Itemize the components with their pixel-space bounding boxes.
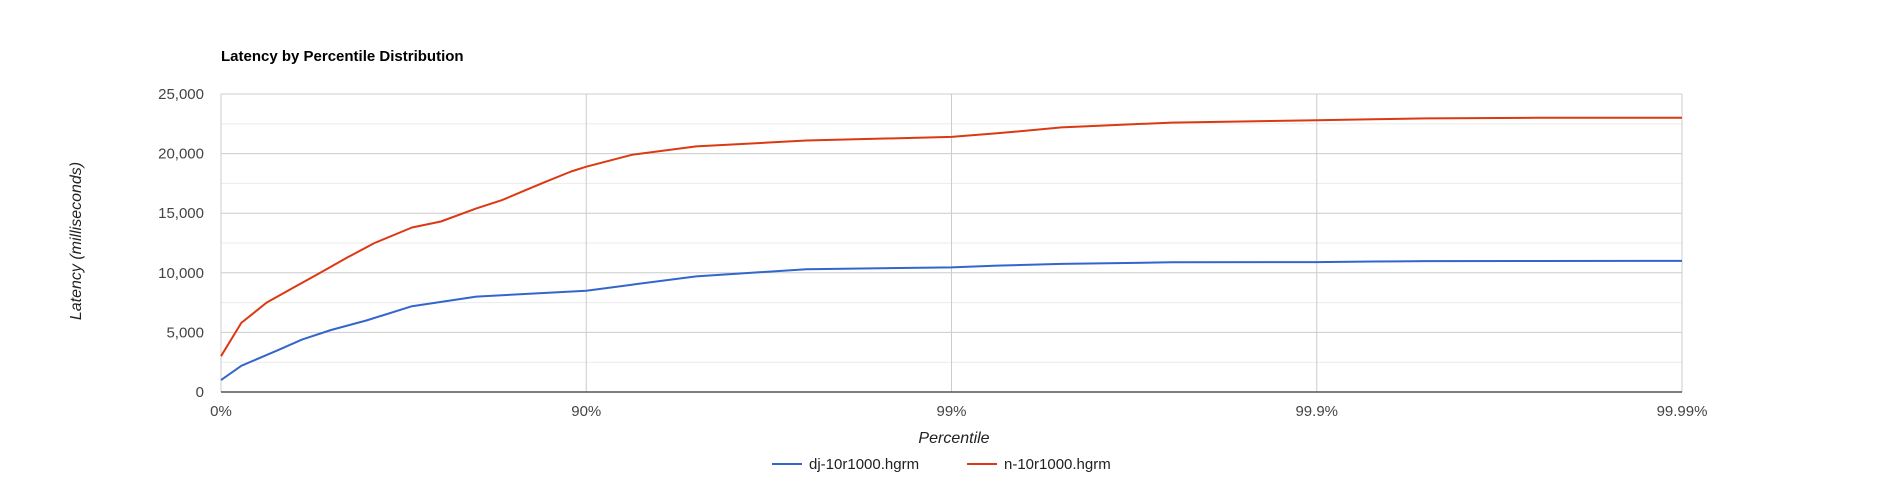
x-tick-label: 99.9% <box>1295 403 1338 420</box>
y-axis-title: Latency (milliseconds) <box>68 162 85 320</box>
legend-label: dj-10r1000.hgrm <box>809 456 919 473</box>
chart-grid <box>220 93 1683 393</box>
series-line <box>220 116 1682 357</box>
y-tick-label: 25,000 <box>158 86 204 103</box>
y-tick-label: 0 <box>196 384 204 401</box>
chart-legend: dj-10r1000.hgrm n-10r1000.hgrm <box>772 456 1111 473</box>
y-tick-label: 5,000 <box>166 324 204 341</box>
x-tick-label: 90% <box>571 403 601 420</box>
x-axis-title: Percentile <box>918 430 989 447</box>
x-tick-label: 99% <box>936 403 966 420</box>
y-tick-label: 15,000 <box>158 205 204 222</box>
y-tick-label: 20,000 <box>158 146 204 163</box>
legend-label: n-10r1000.hgrm <box>1004 456 1111 473</box>
x-tick-label: 99.99% <box>1657 403 1708 420</box>
y-tick-label: 10,000 <box>158 265 204 282</box>
chart-title: Latency by Percentile Distribution <box>221 48 464 65</box>
series-line <box>220 259 1683 381</box>
x-tick-label: 0% <box>210 403 232 420</box>
chart-series <box>220 116 1683 381</box>
x-axis-ticks: 0% 90% 99% 99.9% 99.99% <box>210 403 1707 420</box>
y-axis-ticks: 0 5,000 10,000 15,000 20,000 25,000 <box>158 86 204 401</box>
